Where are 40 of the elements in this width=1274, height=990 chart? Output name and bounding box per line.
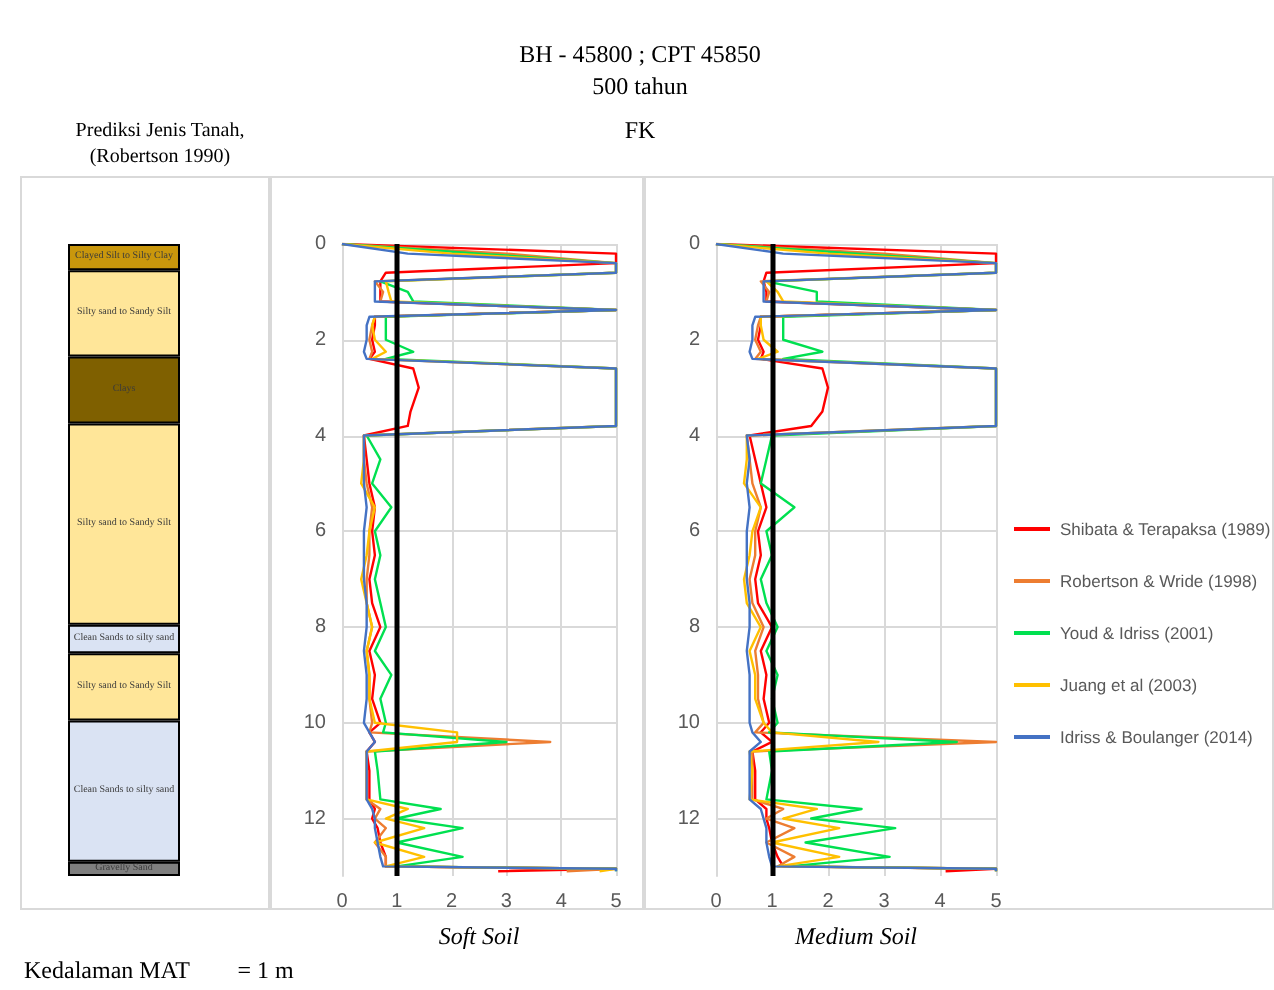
y-tick-label: 0 <box>688 233 701 255</box>
y-tick-label: 0 <box>314 233 327 255</box>
x-tick-label: 1 <box>391 891 404 913</box>
y-tick-label: 12 <box>677 807 701 830</box>
y-tick-label: 4 <box>688 424 701 447</box>
line-series <box>340 242 618 873</box>
chart-title: BH - 45800 ; CPT 45850 <box>519 40 761 70</box>
chart-title: Prediksi Jenis Tanah, (Robertson 1990) <box>75 120 245 170</box>
x-axis-title: Medium Soil <box>793 922 919 950</box>
y-tick-label: 6 <box>314 520 327 543</box>
x-tick-label: 3 <box>878 891 891 913</box>
legend-label: Robertson & Wride (1998) <box>1060 571 1258 591</box>
x-tick-label: 2 <box>822 891 835 913</box>
text: FK <box>624 116 656 146</box>
legend-label: Juang et al (2003) <box>1060 675 1198 695</box>
legend-label: Idriss & Boulanger (2014) <box>1060 727 1254 747</box>
x-tick-label: 4 <box>555 891 568 913</box>
x-tick-label: 1 <box>766 891 779 913</box>
x-tick-label: 0 <box>336 891 349 913</box>
legend-label: Shibata & Terapaksa (1989) <box>1060 519 1271 539</box>
x-tick-label: 4 <box>934 891 947 913</box>
x-tick-label: 2 <box>446 891 459 913</box>
x-tick-label: 0 <box>710 891 723 913</box>
y-tick-label: 10 <box>303 711 327 734</box>
x-tick-label: 5 <box>990 891 1003 913</box>
y-tick-label: 2 <box>688 328 701 351</box>
text: Kedalaman MAT = 1 m <box>24 956 294 986</box>
y-tick-label: 8 <box>688 616 701 639</box>
y-tick-label: 6 <box>688 520 701 543</box>
y-tick-label: 8 <box>314 616 327 639</box>
line-series <box>714 242 998 873</box>
y-tick-label: 12 <box>303 807 327 830</box>
y-tick-label: 10 <box>677 711 701 734</box>
chart-subtitle: 500 tahun <box>592 72 688 102</box>
legend-label: Youd & Idriss (2001) <box>1060 623 1214 643</box>
x-axis-title: Soft Soil <box>438 922 521 950</box>
x-tick-label: 5 <box>610 891 623 913</box>
y-tick-label: 4 <box>314 424 327 447</box>
x-tick-label: 3 <box>500 891 513 913</box>
y-tick-label: 2 <box>314 328 327 351</box>
